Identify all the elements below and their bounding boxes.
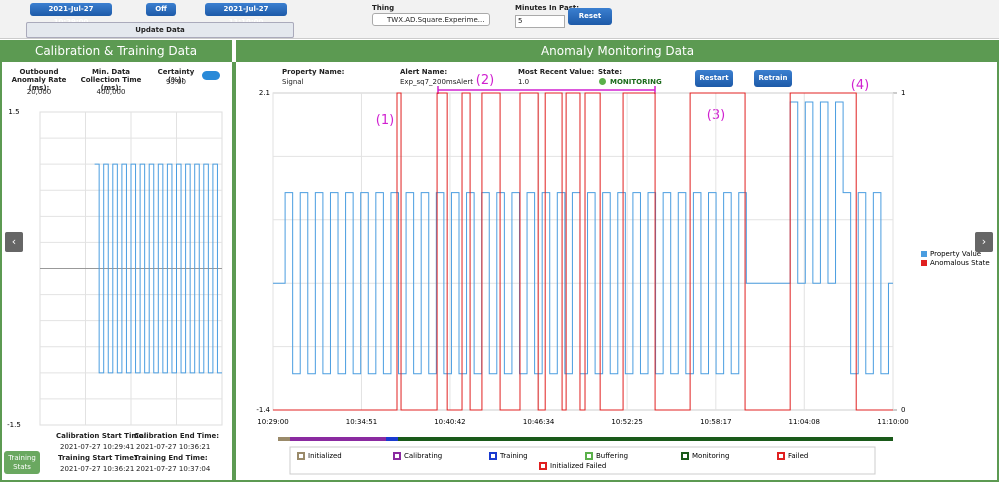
- legend-swatch: [921, 260, 927, 266]
- status-label: Training: [499, 452, 528, 460]
- status-label: Calibrating: [404, 452, 442, 460]
- legend-label: Property Value: [930, 250, 981, 258]
- status-bar: [278, 437, 893, 441]
- field-label: State:: [598, 68, 623, 76]
- x-tick-label: 10:58:17: [700, 418, 731, 426]
- annotation: (2): [476, 73, 494, 88]
- status-swatch: [297, 452, 305, 460]
- time-value: 2021-07-27 10:36:21: [60, 465, 135, 473]
- series-line: [273, 101, 893, 375]
- reset-button[interactable]: Reset: [568, 8, 612, 25]
- x-tick-label: 11:10:00: [877, 418, 908, 426]
- time-label: Calibration Start Time:: [56, 432, 147, 440]
- state-icon: [599, 78, 606, 85]
- field-label: Property Name:: [282, 68, 345, 76]
- legend-label: Anomalous State: [930, 259, 990, 267]
- field-value: 1.0: [518, 78, 530, 86]
- status-bar: [386, 437, 398, 441]
- toggle[interactable]: [202, 71, 220, 80]
- status-label: Initialized: [308, 452, 342, 460]
- status-bar: [278, 437, 290, 441]
- plot-area: [272, 92, 894, 411]
- status-legend: [289, 446, 876, 475]
- stat-value: 99.00: [165, 78, 187, 86]
- x-tick-label: 11:04:08: [789, 418, 820, 426]
- legend-swatch: [921, 251, 927, 257]
- field-value: Signal: [282, 78, 304, 86]
- right-panel: [234, 62, 999, 482]
- minutes-input[interactable]: 5: [515, 15, 565, 28]
- stat-label: Min. Data Collection Time (ms):: [80, 68, 142, 92]
- status-swatch: [681, 452, 689, 460]
- stat-value: 400,000: [96, 88, 126, 96]
- annotation: (1): [376, 113, 394, 128]
- stat-label: Outbound Anomaly Rate (ms):: [11, 68, 67, 92]
- time-value: 2021-07-27 10:29:41: [60, 443, 135, 451]
- series-line: [273, 92, 893, 411]
- status-swatch: [585, 452, 593, 460]
- retrain-button[interactable]: Retrain: [754, 70, 792, 87]
- x-tick-label: 10:52:25: [611, 418, 642, 426]
- status-swatch: [539, 462, 547, 470]
- time-value: 2021-07-27 10:37:04: [136, 465, 211, 473]
- status-label: Failed: [788, 452, 808, 460]
- x-tick-label: 10:29:00: [257, 418, 288, 426]
- minutes-label: Minutes In Past:: [515, 4, 580, 12]
- training-stats-button[interactable]: Training Stats: [4, 451, 40, 474]
- state-value: MONITORING: [610, 78, 662, 86]
- stat-label: Certainty (%):: [157, 68, 195, 84]
- field-label: Alert Name:: [400, 68, 448, 76]
- y2-tick-label: 0: [901, 406, 905, 414]
- field-label: Most Recent Value:: [518, 68, 595, 76]
- y2-tick-label: 1: [901, 89, 905, 97]
- status-label: Buffering: [596, 452, 628, 460]
- time-value: 2021-07-27 10:36:21: [136, 443, 211, 451]
- x-tick-label: 10:46:34: [523, 418, 555, 426]
- y-tick-label: 1.5: [8, 108, 19, 116]
- field-value: Exp_sq7_200msAlert: [400, 78, 474, 86]
- thing-input[interactable]: TWX.AD.Square.Experime...: [372, 13, 490, 26]
- status-swatch: [489, 452, 497, 460]
- left-panel: [0, 62, 234, 482]
- panel-title: Anomaly Monitoring Data: [236, 40, 999, 62]
- status-bar: [290, 437, 398, 441]
- y-tick-label: -1.4: [256, 406, 270, 414]
- x-tick-label: 10:34:51: [346, 418, 377, 426]
- y-tick-label: 2.1: [259, 89, 270, 97]
- status-swatch: [777, 452, 785, 460]
- time-label: Calibration End Time:: [134, 432, 220, 440]
- update-button[interactable]: Update Data: [26, 22, 294, 38]
- signal-line: [94, 163, 222, 374]
- next-button[interactable]: ›: [975, 232, 993, 252]
- restart-button[interactable]: Restart: [695, 70, 733, 87]
- panel-title: Calibration & Training Data: [0, 40, 232, 62]
- x-tick-label: 10:40:42: [434, 418, 465, 426]
- thing-label: Thing: [372, 4, 395, 12]
- annotation: (4): [851, 78, 869, 93]
- time-label: Training Start Time:: [58, 454, 137, 462]
- stat-value: 20,000: [26, 88, 52, 96]
- y-tick-label: -1.5: [7, 421, 21, 429]
- prev-button[interactable]: ‹: [5, 232, 23, 252]
- time-label: Training End Time:: [134, 454, 208, 462]
- status-label: Initialized Failed: [550, 462, 606, 470]
- status-swatch: [393, 452, 401, 460]
- status-label: Monitoring: [692, 452, 729, 460]
- auto-refresh[interactable]: Off: [146, 3, 176, 16]
